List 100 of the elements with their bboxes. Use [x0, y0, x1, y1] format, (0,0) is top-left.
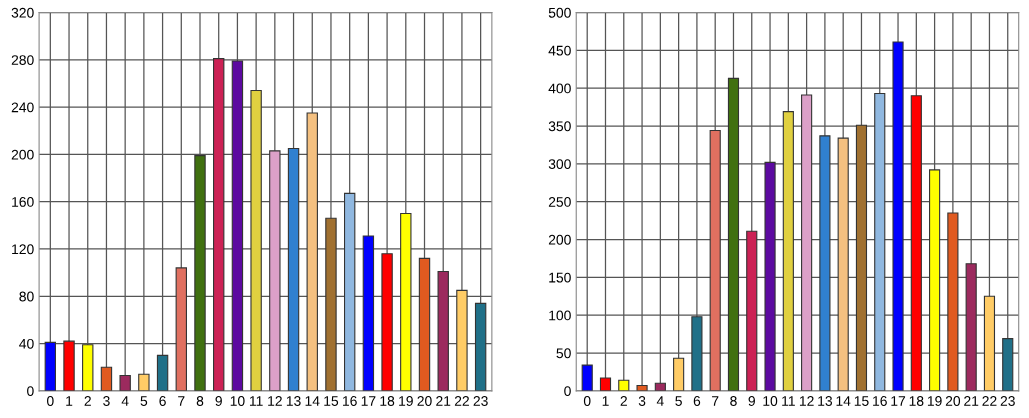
- bar: [325, 217, 337, 391]
- x-tick-label: 13: [286, 396, 301, 406]
- x-tick-label: 9: [215, 396, 222, 406]
- bar: [855, 124, 868, 391]
- bar: [746, 230, 758, 391]
- x-tick-label: 11: [249, 396, 263, 406]
- x-tick-label: 15: [324, 396, 339, 406]
- bar: [727, 77, 740, 391]
- bar: [636, 384, 648, 391]
- y-tick-label: 160: [12, 197, 34, 207]
- x-tick-label: 18: [380, 396, 395, 406]
- bar: [381, 253, 393, 391]
- x-tick-label: 0: [47, 396, 54, 406]
- x-tick-label: 3: [103, 396, 110, 406]
- x-tick-label: 12: [268, 396, 282, 406]
- bar: [1002, 338, 1014, 391]
- x-tick-label: 8: [730, 396, 737, 406]
- y-tick-label: 320: [11, 7, 34, 18]
- x-tick-label: 4: [656, 396, 664, 406]
- x-tick-label: 10: [763, 396, 778, 406]
- bar: [343, 192, 356, 391]
- y-tick-label: 0: [564, 386, 571, 396]
- bar: [782, 111, 794, 391]
- y-tick-label: 40: [19, 338, 34, 349]
- y-tick-label: 100: [549, 310, 571, 321]
- y-tick-label: 80: [19, 291, 34, 302]
- bar: [456, 289, 468, 391]
- x-tick-label: 17: [361, 396, 376, 406]
- y-tick-label: 280: [11, 55, 34, 65]
- x-tick-label: 14: [305, 396, 320, 406]
- bar: [175, 267, 187, 391]
- bar: [63, 340, 75, 391]
- y-tick-label: 350: [548, 121, 571, 132]
- bar: [362, 235, 375, 391]
- x-tick-label: 7: [178, 396, 185, 406]
- bar: [764, 161, 776, 391]
- x-tick-label: 22: [454, 396, 469, 406]
- y-tick-label: 500: [548, 7, 571, 18]
- bar: [287, 147, 300, 391]
- y-tick-label: 200: [548, 234, 571, 245]
- x-tick-label: 23: [473, 396, 488, 406]
- bar: [709, 130, 721, 391]
- x-tick-label: 0: [583, 396, 591, 406]
- y-tick-label: 150: [549, 272, 571, 283]
- y-tick-label: 200: [11, 149, 34, 160]
- bar: [119, 374, 131, 391]
- x-tick-label: 16: [343, 396, 357, 406]
- y-tick-label: 450: [548, 45, 571, 56]
- x-tick-label: 2: [620, 396, 627, 406]
- bar: [194, 155, 206, 391]
- bar: [983, 295, 996, 391]
- x-tick-label: 12: [799, 396, 814, 406]
- x-tick-label: 5: [140, 396, 148, 406]
- bar: [581, 364, 593, 391]
- bar: [673, 357, 685, 391]
- x-tick-label: 3: [638, 396, 646, 406]
- bar: [269, 150, 281, 391]
- y-tick-label: 120: [12, 244, 34, 255]
- x-tick-label: 18: [909, 396, 924, 406]
- x-tick-label: 13: [818, 396, 833, 406]
- x-tick-label: 11: [782, 396, 795, 406]
- y-tick-label: 300: [548, 159, 571, 170]
- y-tick-label: 0: [27, 386, 34, 396]
- bar: [213, 58, 225, 391]
- x-tick-label: 21: [964, 396, 979, 406]
- bar: [82, 344, 94, 391]
- y-tick-label: 50: [556, 348, 571, 359]
- bar: [910, 95, 922, 391]
- x-tick-label: 6: [693, 396, 701, 406]
- x-tick-label: 10: [230, 396, 245, 406]
- x-tick-label: 19: [927, 396, 942, 406]
- x-tick-label: 7: [712, 396, 719, 406]
- bar: [801, 94, 813, 391]
- x-tick-label: 21: [436, 396, 451, 406]
- x-tick-label: 23: [1000, 396, 1015, 406]
- bar: [874, 92, 886, 391]
- bar: [837, 137, 849, 391]
- y-tick-label: 250: [548, 197, 571, 207]
- bar: [306, 112, 318, 391]
- bar: [100, 366, 113, 391]
- x-tick-label: 19: [399, 396, 413, 406]
- bar: [156, 354, 169, 391]
- bar: [892, 41, 904, 391]
- x-tick-label: 6: [159, 396, 166, 406]
- x-tick-label: 1: [66, 396, 73, 406]
- x-tick-label: 4: [121, 396, 129, 406]
- x-tick-label: 17: [891, 396, 906, 406]
- y-tick-label: 240: [11, 102, 34, 113]
- bar: [947, 212, 959, 391]
- bar: [599, 377, 612, 391]
- bar: [929, 169, 941, 391]
- x-tick-label: 14: [836, 396, 851, 406]
- x-tick-label: 2: [84, 396, 91, 406]
- bar: [418, 257, 431, 391]
- x-tick-label: 15: [854, 396, 869, 406]
- bar: [250, 90, 262, 391]
- x-tick-label: 5: [675, 396, 682, 406]
- bar: [400, 212, 412, 391]
- x-tick-label: 8: [196, 396, 204, 406]
- bar: [231, 60, 244, 391]
